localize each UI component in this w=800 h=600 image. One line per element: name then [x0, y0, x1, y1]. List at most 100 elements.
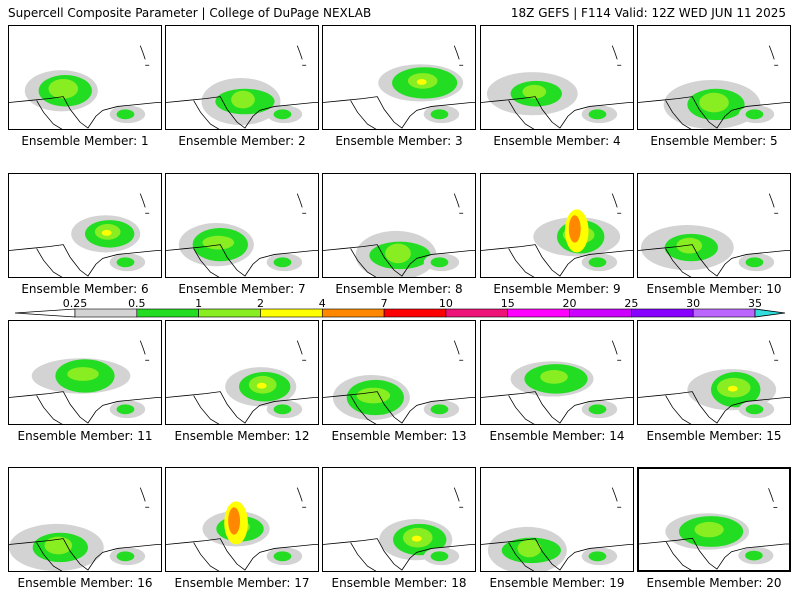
colorbar-segment — [136, 308, 199, 318]
florida-outline — [768, 340, 775, 355]
ensemble-member-label: Ensemble Member: 8 — [335, 282, 463, 296]
scp-contour — [588, 404, 607, 415]
coastline — [323, 96, 475, 129]
florida-outline — [453, 193, 460, 208]
ensemble-member-label: Ensemble Member: 5 — [650, 134, 778, 148]
scp-contour — [385, 243, 411, 264]
ensemble-member-panel — [480, 173, 634, 278]
ensemble-member-panel — [8, 25, 162, 130]
coastline — [166, 244, 318, 277]
ensemble-member-panel — [637, 320, 791, 425]
ensemble-member-panel — [480, 25, 634, 130]
border-line — [193, 395, 220, 424]
color-scale-legend — [14, 308, 786, 318]
member-map — [9, 487, 161, 571]
florida-outline — [139, 45, 146, 60]
ensemble-member-label: Ensemble Member: 3 — [335, 134, 463, 148]
coastline — [481, 244, 633, 277]
colorbar-tick-label: 30 — [686, 297, 701, 310]
ensemble-member-label: Ensemble Member: 13 — [331, 429, 467, 443]
florida-outline — [139, 193, 146, 208]
member-map — [638, 45, 790, 129]
ensemble-member-label: Ensemble Member: 1 — [21, 134, 149, 148]
border-line — [193, 100, 220, 129]
colorbar-tick-label: 25 — [624, 297, 639, 310]
florida-outline — [611, 487, 618, 502]
coastline — [481, 96, 633, 129]
coastline — [323, 538, 475, 571]
border-line — [350, 100, 377, 129]
colorbar-tick-label: 7 — [380, 297, 388, 310]
border-line — [665, 395, 692, 424]
member-map — [323, 487, 475, 571]
scp-contour — [273, 257, 292, 268]
scp-contour — [411, 535, 422, 542]
scp-contour — [430, 404, 449, 415]
colorbar-tick-label: 35 — [748, 297, 762, 310]
colorbar-tick-label: 2 — [256, 297, 264, 310]
florida-outline — [139, 487, 146, 502]
scp-contour — [202, 235, 235, 250]
member-map — [9, 340, 161, 424]
coastline — [481, 538, 633, 571]
border-line — [36, 100, 63, 129]
ensemble-member-label: Ensemble Member: 2 — [178, 134, 306, 148]
ensemble-member-label: Ensemble Member: 19 — [489, 576, 625, 590]
model-run-info: 18Z GEFS | F114 Valid: 12Z WED JUN 11 20… — [510, 6, 786, 20]
border-line — [193, 248, 220, 277]
coastline — [9, 391, 161, 424]
florida-outline — [768, 488, 774, 502]
coastline — [638, 244, 790, 277]
scp-contour — [588, 551, 607, 562]
ensemble-member-panel — [165, 467, 319, 572]
ensemble-member-panel — [165, 173, 319, 278]
ensemble-member-label: Ensemble Member: 17 — [174, 576, 310, 590]
colorbar-left-arrow — [14, 308, 76, 318]
scp-contour — [101, 229, 112, 236]
florida-outline — [296, 45, 303, 60]
scp-contour — [588, 257, 607, 268]
ensemble-member-panel — [165, 25, 319, 130]
scp-contour — [745, 257, 764, 268]
ensemble-member-label: Ensemble Member: 4 — [493, 134, 621, 148]
ensemble-member-label: Ensemble Member: 11 — [17, 429, 153, 443]
colorbar-segment — [445, 308, 509, 318]
ensemble-member-panel — [637, 467, 791, 572]
map-title: Supercell Composite Parameter | College … — [8, 6, 372, 20]
coastline — [323, 391, 475, 424]
florida-outline — [453, 340, 460, 355]
member-map — [9, 193, 161, 277]
scp-contour — [430, 551, 449, 562]
scp-contour — [676, 237, 703, 254]
ensemble-member-label: Ensemble Member: 10 — [646, 282, 782, 296]
member-map — [166, 193, 318, 277]
border-line — [665, 100, 692, 129]
ensemble-member-panel — [480, 320, 634, 425]
florida-outline — [768, 193, 775, 208]
ensemble-member-panel — [322, 467, 476, 572]
ensemble-member-panel — [480, 467, 634, 572]
border-line — [350, 248, 377, 277]
border-line — [508, 100, 535, 129]
scp-contour — [273, 404, 292, 415]
scp-contour — [273, 551, 292, 562]
colorbar-tick-label: 1 — [195, 297, 203, 310]
border-line — [350, 395, 377, 424]
member-map — [638, 193, 790, 277]
scp-contour — [416, 78, 427, 85]
colorbar-tick-label: 0.25 — [62, 297, 88, 310]
colorbar-segment — [260, 308, 323, 318]
member-map — [481, 340, 633, 424]
florida-outline — [611, 193, 618, 208]
florida-outline — [296, 487, 303, 502]
colorbar-segment — [74, 308, 138, 318]
ensemble-member-label: Ensemble Member: 7 — [178, 282, 306, 296]
scp-contour — [48, 78, 79, 99]
colorbar-tick-label: 4 — [318, 297, 326, 310]
florida-outline — [768, 45, 775, 60]
florida-outline — [611, 45, 618, 60]
coastline — [9, 96, 161, 129]
member-map — [481, 487, 633, 571]
colorbar-segment — [321, 308, 385, 318]
member-map — [323, 340, 475, 424]
